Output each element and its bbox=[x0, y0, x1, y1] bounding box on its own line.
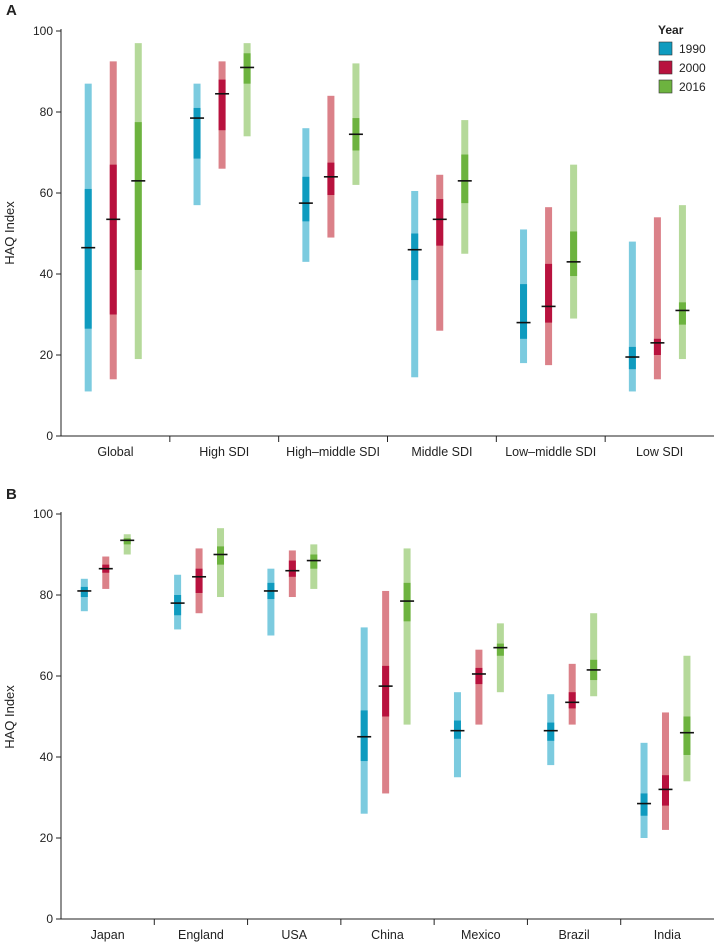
legend-label-2016: 2016 bbox=[679, 80, 706, 94]
panel-b-ylabel: HAQ Index bbox=[2, 685, 17, 749]
panel-a-iqr-high-sdi-2000 bbox=[218, 79, 226, 131]
panel-b-iqr-japan-1990 bbox=[80, 586, 88, 598]
panel-b-x-tick-label: Mexico bbox=[461, 928, 501, 942]
legend-swatch-2016 bbox=[658, 79, 673, 94]
panel-b-iqr-china-2016 bbox=[403, 582, 411, 622]
panel-b-x-tick-label: Brazil bbox=[558, 928, 589, 942]
panel-a-range-low-sdi-2016 bbox=[678, 205, 686, 360]
panel-a-iqr-high-sdi-2016 bbox=[243, 53, 251, 84]
panel-b-y-tick-label: 40 bbox=[40, 750, 54, 764]
panel-b-x-tick-label: China bbox=[371, 928, 404, 942]
panel-a-iqr-low-middle-sdi-2016 bbox=[570, 231, 578, 277]
panel-a-x-tick-label: Middle SDI bbox=[411, 445, 472, 459]
panel-b-iqr-brazil-2000 bbox=[568, 692, 576, 709]
legend-label-1990: 1990 bbox=[679, 42, 706, 56]
panel-b-iqr-mexico-1990 bbox=[453, 720, 461, 739]
panel-b-range-usa-1990 bbox=[267, 568, 275, 636]
panel-b-range-china-2016 bbox=[403, 548, 411, 725]
panel-b-range-india-1990 bbox=[640, 742, 648, 838]
panel-a-x-tick-label: Global bbox=[97, 445, 133, 459]
panel-b-iqr-mexico-2016 bbox=[496, 643, 504, 656]
panel-a-iqr-high-middle-sdi-1990 bbox=[302, 176, 310, 222]
panel-a-range-high-sdi-2016 bbox=[243, 43, 251, 137]
panel-b-x-tick-label: India bbox=[654, 928, 681, 942]
panel-b-iqr-usa-2016 bbox=[310, 554, 318, 569]
panel-a-iqr-low-sdi-1990 bbox=[628, 346, 636, 370]
panel-a-range-low-sdi-1990 bbox=[628, 241, 636, 392]
panel-a-range-low-sdi-2000 bbox=[653, 217, 661, 380]
panel-a-iqr-high-middle-sdi-2000 bbox=[327, 162, 335, 196]
panel-a: A HAQ Index 0 20 40 60 80 100 Global High SDI Hi… bbox=[2, 2, 714, 459]
panel-b-range-mexico-2000 bbox=[475, 649, 483, 725]
panel-a-range-middle-sdi-2000 bbox=[436, 174, 444, 331]
panel-a-iqr-middle-sdi-1990 bbox=[411, 233, 419, 281]
panel-b-iqr-mexico-2000 bbox=[475, 667, 483, 685]
panel-b-x-tick-label: Japan bbox=[91, 928, 125, 942]
panel-a-x-tick-label: Low SDI bbox=[636, 445, 683, 459]
panel-b-iqr-india-1990 bbox=[640, 793, 648, 816]
legend-swatch-1990 bbox=[658, 41, 673, 56]
panel-b: B HAQ Index 0 20 40 60 80 100 Japan England USA C… bbox=[2, 486, 714, 942]
panel-b-iqr-usa-2000 bbox=[288, 560, 296, 577]
panel-a-y-tick-label: 80 bbox=[40, 105, 54, 119]
panel-a-y-tick-label: 40 bbox=[40, 267, 54, 281]
panel-b-y-tick-label: 20 bbox=[40, 831, 54, 845]
panel-a-x-tick-label: Low–middle SDI bbox=[505, 445, 596, 459]
panel-b-iqr-china-1990 bbox=[360, 710, 368, 762]
panel-b-x-tick-label: England bbox=[178, 928, 224, 942]
panel-a-iqr-global-2016 bbox=[134, 122, 142, 270]
panel-a-iqr-low-middle-sdi-1990 bbox=[520, 284, 528, 339]
panel-b-range-india-2000 bbox=[661, 712, 669, 830]
panel-b-range-japan-2000 bbox=[102, 556, 110, 589]
panel-b-iqr-india-2000 bbox=[661, 775, 669, 806]
legend-label-2000: 2000 bbox=[679, 61, 706, 75]
panel-b-y-tick-label: 100 bbox=[33, 507, 53, 521]
panel-b-iqr-england-2016 bbox=[217, 546, 225, 565]
panel-a-iqr-low-middle-sdi-2000 bbox=[545, 263, 553, 323]
panel-b-iqr-india-2016 bbox=[683, 716, 691, 755]
panel-a-y-tick-label: 100 bbox=[33, 24, 53, 38]
panel-a-range-middle-sdi-1990 bbox=[411, 190, 419, 378]
panel-a-ylabel: HAQ Index bbox=[2, 201, 17, 265]
panel-b-plot-area: 0 20 40 60 80 100 Japan England USA China Mexico Br… bbox=[33, 507, 714, 942]
panel-b-x-tick-label: USA bbox=[281, 928, 307, 942]
panel-a-iqr-middle-sdi-2016 bbox=[461, 154, 469, 204]
panel-a-plot-area: 0 20 40 60 80 100 Global High SDI High–middle SD… bbox=[33, 24, 714, 459]
panel-a-y-tick-label: 60 bbox=[40, 186, 54, 200]
legend: Year 1990 2000 2016 bbox=[658, 23, 706, 94]
panel-b-range-mexico-2016 bbox=[496, 623, 504, 693]
panel-b-iqr-england-2000 bbox=[195, 568, 203, 593]
panel-a-iqr-middle-sdi-2000 bbox=[436, 199, 444, 246]
panel-b-y-tick-label: 80 bbox=[40, 588, 54, 602]
panel-a-iqr-high-sdi-1990 bbox=[193, 107, 201, 159]
panel-b-y-tick-label: 0 bbox=[46, 912, 53, 926]
legend-title: Year bbox=[658, 23, 684, 37]
panel-b-iqr-japan-2016 bbox=[123, 538, 131, 545]
panel-a-x-tick-label: High SDI bbox=[199, 445, 249, 459]
panel-a-label: A bbox=[6, 2, 17, 19]
panel-a-iqr-low-sdi-2016 bbox=[678, 302, 686, 325]
panel-b-iqr-china-2000 bbox=[382, 665, 390, 717]
panel-a-y-tick-label: 0 bbox=[46, 429, 53, 443]
panel-a-iqr-global-1990 bbox=[84, 188, 92, 329]
panel-b-y-tick-label: 60 bbox=[40, 669, 54, 683]
panel-b-iqr-england-1990 bbox=[174, 595, 182, 616]
panel-b-label: B bbox=[6, 486, 17, 503]
panel-b-iqr-brazil-1990 bbox=[547, 722, 555, 741]
panel-a-x-tick-label: High–middle SDI bbox=[286, 445, 380, 459]
panel-a-y-tick-label: 20 bbox=[40, 348, 54, 362]
legend-swatch-2000 bbox=[658, 60, 673, 75]
panel-a-iqr-global-2000 bbox=[109, 164, 117, 315]
panel-b-range-brazil-2016 bbox=[590, 613, 598, 697]
panel-a-iqr-low-sdi-2000 bbox=[653, 338, 661, 355]
